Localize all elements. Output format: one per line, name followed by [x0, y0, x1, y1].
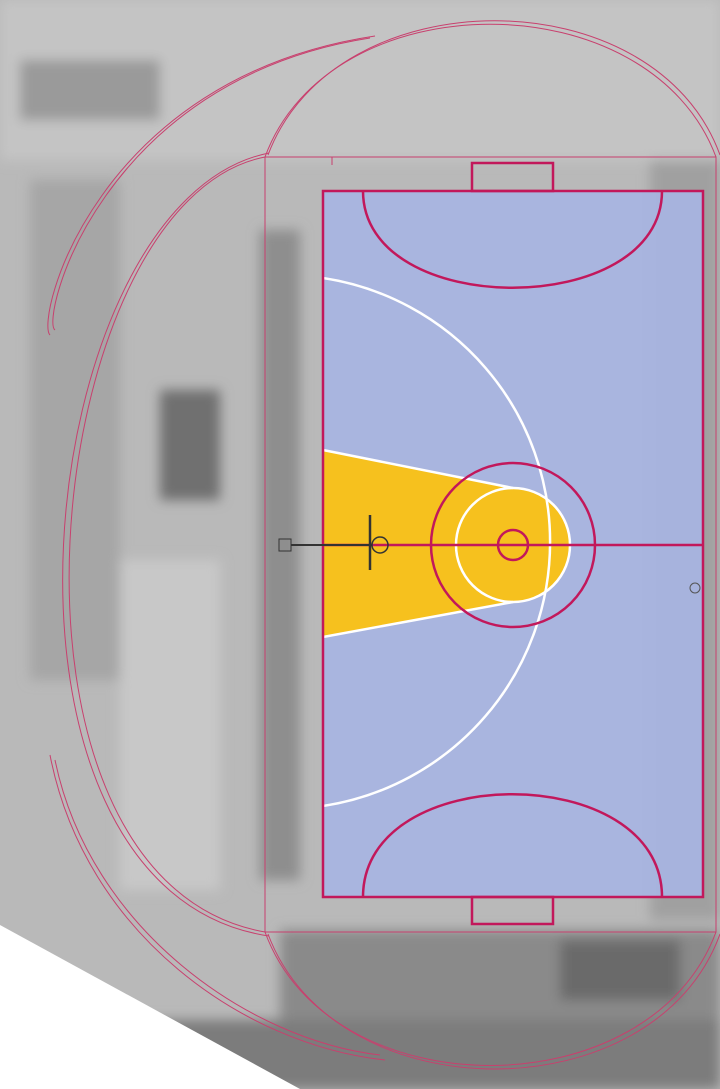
- marker: [689, 582, 701, 594]
- key-area: [323, 450, 513, 637]
- basket: [278, 515, 389, 570]
- image-edge: [0, 925, 300, 1089]
- court: [278, 157, 705, 926]
- reference-lines: [47, 20, 720, 1070]
- key-lines: [322, 448, 514, 639]
- three-point-arc: [322, 276, 552, 808]
